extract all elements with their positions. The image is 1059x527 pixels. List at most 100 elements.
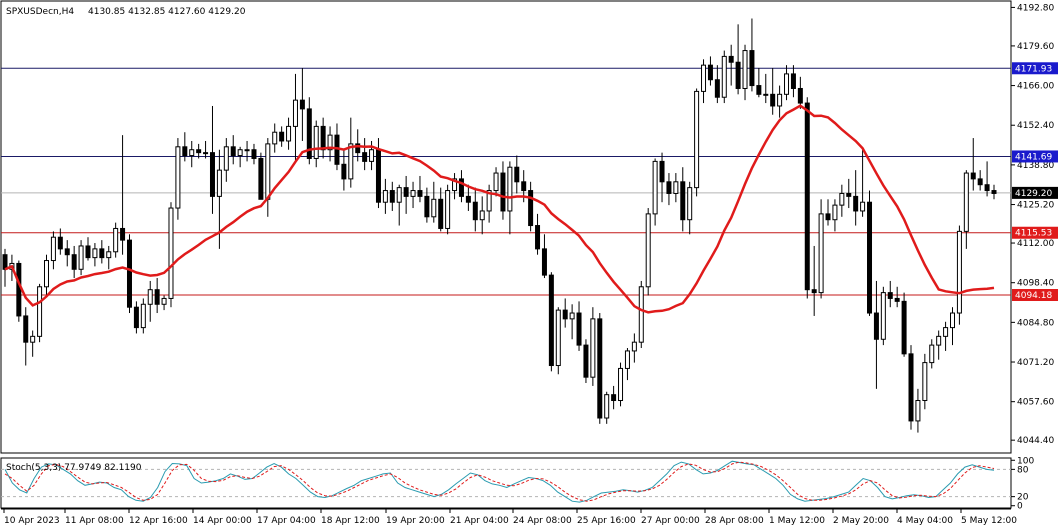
candle-bear [99, 248, 105, 259]
candle-bull [763, 93, 769, 96]
price-tick-label: 4152.40 [1017, 121, 1054, 131]
candle-bear [541, 248, 547, 276]
candle-bull [950, 312, 956, 329]
stoch-main-line [4, 460, 995, 503]
level-price-label: 4171.93 [1015, 64, 1052, 74]
main-pane-frame [0, 0, 1012, 454]
candle-bull [382, 190, 388, 203]
time-tick-label: 14 Apr 00:00 [193, 516, 252, 526]
candle-bull [943, 327, 949, 337]
candle-bull [936, 335, 942, 346]
candle-bull [963, 172, 969, 232]
candle-bear [714, 79, 720, 98]
candle-bull [396, 187, 402, 203]
candle-bull [292, 99, 298, 127]
stoch-tick-label: 20 [1017, 493, 1029, 503]
candle-bull [486, 190, 492, 212]
price-tick-label: 4098.40 [1017, 279, 1054, 289]
price-tick-label: 4166.00 [1017, 82, 1054, 92]
candle-bear [887, 292, 893, 299]
candle-bear [804, 102, 810, 291]
candle-bull [244, 149, 250, 152]
candle-bear [355, 143, 361, 154]
candle-bear [16, 262, 22, 317]
candle-bear [182, 146, 188, 157]
candle-bear [611, 394, 617, 402]
time-tick-label: 18 Apr 12:00 [321, 516, 380, 526]
candle-bull [369, 149, 375, 162]
candle-bear [901, 300, 907, 355]
stoch-tick-label: 100 [1017, 456, 1034, 466]
candle-bear [362, 152, 368, 162]
candle-bear [251, 149, 257, 159]
candle-bull [624, 350, 630, 369]
candle-bear [258, 157, 264, 200]
candle-bull [113, 227, 119, 253]
time-tick-label: 19 Apr 20:00 [386, 516, 445, 526]
time-tick-label: 11 Apr 08:00 [65, 516, 124, 526]
candle-bear [417, 190, 423, 197]
candle-bear [133, 306, 139, 329]
candle-bear [756, 85, 762, 95]
candle-bear [680, 181, 686, 221]
candle-bear [548, 274, 554, 367]
candle-bear [797, 87, 803, 104]
level-price-badge [1012, 226, 1058, 239]
candle-bear [64, 248, 70, 256]
candle-bear [867, 201, 873, 314]
stoch-tick-label: 80 [1017, 465, 1029, 475]
candle-bear [735, 61, 741, 89]
stoch-signal-line [4, 461, 995, 502]
candle-bull [832, 204, 838, 221]
candle-bull [313, 125, 319, 159]
candle-bear [873, 312, 879, 340]
candle-bear [403, 187, 409, 197]
price-tick-label: 4125.20 [1017, 201, 1054, 211]
candle-bear [306, 108, 312, 159]
candle-bear [825, 213, 831, 221]
candle-bear [576, 312, 582, 346]
candle-bear [749, 50, 755, 87]
candle-bear [728, 55, 734, 63]
candle-bull [265, 143, 271, 200]
candle-bear [375, 149, 381, 203]
candle-bear [389, 190, 395, 203]
candle-bull [742, 50, 748, 89]
candle-bull [555, 309, 561, 367]
candle-bull [777, 93, 783, 107]
candle-bull [37, 286, 43, 337]
candle-bear [2, 254, 8, 270]
candle-bear [71, 254, 77, 270]
candle-bear [811, 289, 817, 294]
candle-bull [721, 55, 727, 98]
candle-bear [126, 239, 132, 308]
candle-bull [839, 192, 845, 206]
candle-bear [666, 181, 672, 194]
candle-bear [196, 149, 202, 154]
candle-bull [43, 260, 49, 288]
candle-bear [659, 160, 665, 183]
time-tick-label: 27 Apr 00:00 [641, 516, 700, 526]
candle-bear [500, 172, 506, 212]
candle-bull [880, 292, 886, 340]
candle-bull [286, 125, 292, 142]
candle-bear [991, 190, 997, 194]
candle-bull [147, 289, 153, 305]
candle-bull [956, 230, 962, 314]
time-tick-label: 24 Apr 08:00 [513, 516, 572, 526]
candle-bear [535, 225, 541, 250]
candle-bear [597, 318, 603, 419]
candle-bear [528, 190, 534, 227]
candle-bull [569, 312, 575, 320]
time-tick-label: 1 May 12:00 [769, 516, 825, 526]
level-price-badge [1012, 62, 1058, 75]
candle-bull [645, 213, 651, 288]
candle-bear [970, 172, 976, 180]
candle-bear [562, 309, 568, 320]
candle-bear [894, 297, 900, 302]
candle-bull [694, 90, 700, 189]
time-tick-label: 28 Apr 08:00 [705, 516, 764, 526]
stoch-header: Stoch(5,3,3) 77.9749 82.1190 [6, 463, 142, 473]
candle-bull [175, 146, 181, 209]
